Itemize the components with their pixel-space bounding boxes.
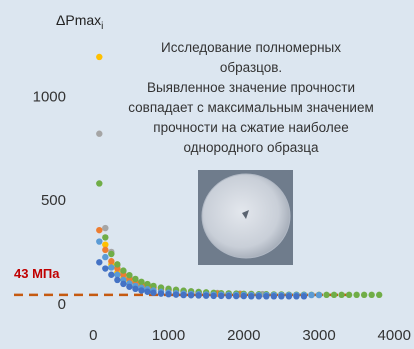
data-point: [114, 261, 121, 268]
series-6: [96, 259, 308, 300]
data-point: [108, 264, 115, 271]
data-point: [225, 292, 232, 300]
data-point: [96, 53, 103, 61]
data-point: [278, 293, 285, 300]
data-point: [368, 291, 375, 299]
data-point: [150, 289, 157, 296]
data-point: [157, 290, 165, 297]
data-point: [180, 291, 187, 299]
data-point: [172, 291, 180, 298]
data-point: [102, 246, 109, 254]
data-point: [195, 292, 202, 299]
data-point: [138, 287, 145, 294]
annotation-text: Исследование полномерных образцов. Выявл…: [86, 38, 414, 158]
data-point: [150, 282, 157, 290]
data-point: [248, 293, 255, 300]
data-point: [138, 278, 145, 285]
data-point: [217, 292, 225, 300]
data-point: [102, 253, 109, 261]
x-tick-label: 3000: [302, 327, 335, 344]
data-point: [144, 280, 151, 288]
data-point: [187, 292, 195, 299]
data-point: [120, 280, 127, 288]
x-tick-label: 4000: [378, 327, 411, 344]
y-tick-label: 0: [58, 296, 66, 313]
data-point: [102, 224, 109, 232]
data-point: [270, 293, 278, 300]
annotation-line: Исследование полномерных: [160, 40, 342, 55]
data-point: [102, 265, 109, 272]
data-point: [108, 250, 115, 258]
data-point: [323, 291, 330, 299]
data-point: [315, 291, 323, 299]
annotation-line: однородного образца: [183, 140, 319, 155]
annotation-line: совпадает с максимальным значением: [128, 100, 374, 115]
threshold-label: 43 МПа: [14, 266, 60, 281]
y-axis-label: ΔPmaxi: [56, 12, 103, 32]
data-point: [210, 292, 217, 300]
data-point: [96, 259, 103, 266]
data-point: [96, 180, 103, 187]
data-point: [108, 258, 115, 265]
y-tick-label: 500: [41, 192, 66, 209]
data-point: [240, 292, 247, 300]
x-tick-label: 0: [89, 327, 97, 344]
data-point: [330, 291, 338, 299]
data-point: [126, 283, 133, 290]
series-4: [96, 180, 383, 299]
annotation-line: Выявленное значение прочности: [146, 80, 356, 95]
x-tick-label: 1000: [152, 327, 185, 344]
data-point: [96, 226, 103, 234]
data-point: [202, 292, 210, 299]
data-point: [132, 275, 139, 283]
data-point: [233, 292, 240, 300]
data-point: [338, 291, 345, 299]
data-point: [96, 238, 103, 245]
data-point: [353, 291, 360, 299]
data-point: [308, 291, 315, 299]
data-point: [120, 267, 127, 274]
x-tick-label: 2000: [227, 327, 260, 344]
data-point: [114, 276, 121, 284]
annotation-line: образцов.: [219, 60, 283, 75]
data-point: [360, 291, 368, 299]
data-point: [108, 271, 115, 278]
data-point: [285, 293, 293, 300]
data-point: [165, 291, 172, 298]
y-tick-label: 1000: [33, 88, 66, 105]
data-point: [144, 288, 151, 295]
data-point: [102, 241, 109, 248]
data-point: [96, 130, 103, 137]
data-point: [300, 293, 308, 300]
data-point: [102, 234, 109, 241]
data-point: [132, 285, 139, 293]
data-point: [345, 291, 353, 299]
data-point: [293, 293, 300, 300]
data-point: [126, 271, 133, 279]
annotation-line: прочности на сжатие наиболее: [153, 120, 349, 135]
data-point: [375, 291, 383, 299]
data-point: [255, 293, 263, 300]
data-point: [114, 271, 121, 278]
data-point: [263, 293, 270, 300]
